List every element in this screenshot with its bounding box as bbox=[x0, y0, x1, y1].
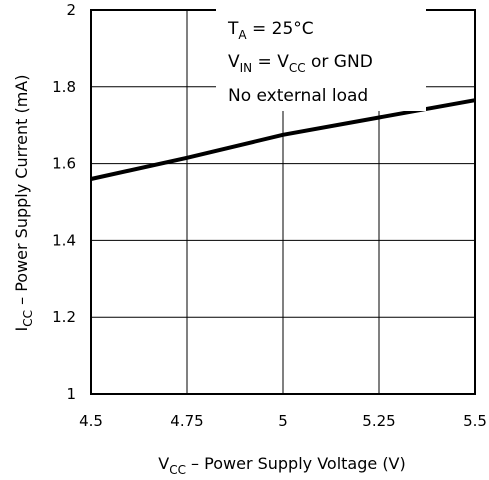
series-line bbox=[90, 98, 476, 181]
x-tick-label: 5 bbox=[278, 412, 288, 430]
y-tick-label: 1.2 bbox=[52, 308, 76, 326]
x-tick-label: 5.5 bbox=[463, 412, 487, 430]
x-tick-label: 5.25 bbox=[362, 412, 395, 430]
y-axis-label: ICC – Power Supply Current (mA) bbox=[12, 75, 35, 332]
x-tick-labels: 4.5 4.75 5 5.25 5.5 bbox=[79, 412, 487, 430]
series-layer bbox=[90, 98, 476, 181]
annotation-input: VIN = VCC or GND bbox=[228, 52, 373, 75]
annotation-load: No external load bbox=[228, 86, 368, 106]
x-tick-label: 4.5 bbox=[79, 412, 103, 430]
x-axis-label: VCC – Power Supply Voltage (V) bbox=[158, 454, 406, 477]
annotation-temperature: TA = 25°C bbox=[227, 19, 314, 42]
y-tick-label: 1.4 bbox=[52, 231, 76, 249]
y-tick-label: 1.6 bbox=[52, 155, 76, 173]
y-tick-label: 1 bbox=[66, 385, 76, 403]
y-tick-label: 2 bbox=[66, 1, 76, 19]
annotation-background bbox=[216, 4, 426, 111]
y-tick-labels: 1 1.2 1.4 1.6 1.8 2 bbox=[52, 1, 76, 403]
x-tick-label: 4.75 bbox=[170, 412, 203, 430]
y-tick-label: 1.8 bbox=[52, 78, 76, 96]
